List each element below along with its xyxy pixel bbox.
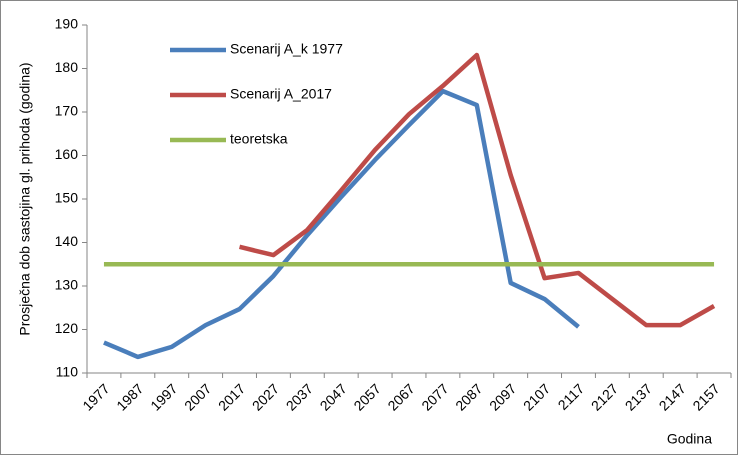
y-tick-label: 110 [56, 364, 79, 380]
y-tick-label: 130 [55, 277, 79, 293]
y-axis-label: Prosječna dob sastojina gl. prihoda (god… [17, 62, 33, 335]
series-line [238, 52, 716, 328]
y-tick-label: 170 [55, 103, 79, 119]
y-tick-label: 180 [55, 59, 79, 75]
y-tick-label: 140 [55, 233, 79, 249]
legend-label: teoretska [230, 131, 288, 147]
legend-label: Scenarij A_k 1977 [230, 41, 343, 57]
y-tick-label: 150 [55, 190, 79, 206]
legend-label: Scenarij A_2017 [230, 86, 332, 102]
series-line [103, 88, 580, 360]
y-tick-label: 160 [55, 146, 79, 162]
y-tick-label: 190 [55, 16, 79, 32]
y-tick-label: 120 [55, 320, 79, 336]
x-axis-label: Godina [667, 431, 712, 447]
